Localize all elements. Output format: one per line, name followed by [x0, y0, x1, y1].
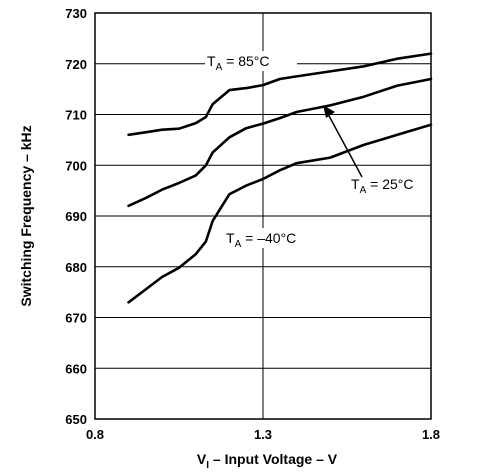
annotation-25-background [349, 174, 441, 195]
y-tick-label: 730 [65, 6, 87, 21]
y-tick-label: 670 [65, 311, 87, 326]
annotations: TA = 85°C TA = 25°C TA = –40°C [205, 51, 441, 250]
grid-lines [94, 12, 432, 420]
annotation-m40-background [222, 228, 322, 248]
plot-frame [94, 12, 432, 420]
series-line-85c [127, 52, 433, 137]
annotation-m40: TA = –40°C [226, 230, 296, 250]
annotation-25: TA = 25°C [351, 176, 413, 196]
annotation-85-background [205, 51, 297, 71]
y-tick-label: 700 [65, 158, 87, 173]
x-tick-label: 1.8 [422, 427, 440, 442]
x-tick-labels: 0.8 1.3 1.8 [86, 427, 440, 442]
y-tick-label: 680 [65, 260, 87, 275]
series-line-minus40c [127, 123, 433, 304]
y-tick-labels: 650 660 670 680 690 700 710 720 730 [65, 6, 87, 427]
x-tick-label: 1.3 [254, 427, 272, 442]
annotation-85: TA = 85°C [207, 53, 269, 73]
y-axis-label: Switching Frequency – kHz [18, 125, 34, 306]
y-tick-label: 690 [65, 209, 87, 224]
series-line-25c [127, 77, 433, 208]
annotation-25-arrow [327, 113, 363, 178]
series-layer [127, 52, 433, 304]
y-tick-label: 650 [65, 412, 87, 427]
x-axis-label: VI – Input Voltage – V [197, 451, 338, 471]
annotation-25-arrowhead [323, 105, 335, 118]
y-tick-label: 710 [65, 108, 87, 123]
y-tick-label: 660 [65, 361, 87, 376]
x-tick-label: 0.8 [86, 427, 104, 442]
y-tick-label: 720 [65, 57, 87, 72]
